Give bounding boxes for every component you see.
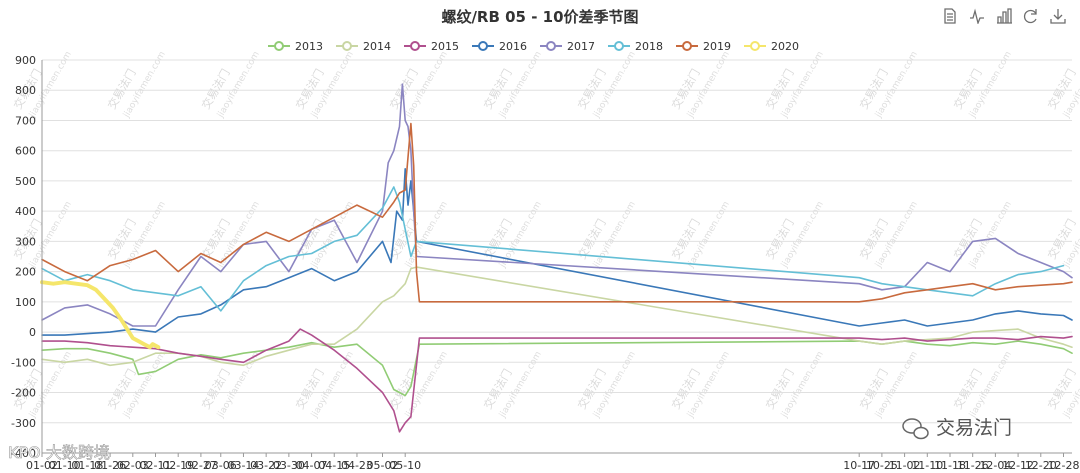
x-tick-label: 02-19 [162,459,194,472]
legend-item-2013[interactable]: 2013 [268,40,323,53]
x-axis: 01-0201-1001-1801-2602-0302-1102-1902-27… [26,452,1080,472]
refresh-icon[interactable] [1023,8,1039,24]
line-chart-icon[interactable] [969,8,985,24]
legend-label: 2020 [771,40,799,53]
legend-label: 2014 [363,40,391,53]
legend-item-2015[interactable]: 2015 [404,40,459,53]
x-tick-label: 05-02 [367,459,399,472]
series-line-2014 [41,266,1073,367]
chart-toolbox [942,8,1066,24]
y-tick-label: -200 [11,387,36,400]
legend[interactable]: 2013 2014 2015 2016 2017 2018 2019 2020 [268,40,799,53]
series-line-2018 [41,186,1065,312]
y-tick-label: -100 [11,356,36,369]
legend-marker-icon [546,41,556,51]
legend-item-2018[interactable]: 2018 [608,40,663,53]
x-tick-label: 12-20 [1025,459,1057,472]
x-tick-label: 12-28 [1048,459,1080,472]
x-tick-label: 02-11 [140,459,172,472]
x-tick-label: 04-15 [318,459,350,472]
x-tick-label: 11-26 [957,459,989,472]
grid-layer [42,59,1072,454]
x-tick-label: 10-25 [866,459,898,472]
chart-title: 螺纹/RB 05 - 10价差季节图 [441,8,638,26]
wechat-icon [902,418,929,440]
y-tick-label: 200 [15,266,36,279]
data-view-icon[interactable] [942,8,958,24]
x-tick-label: 12-04 [979,459,1011,472]
x-tick-label: 03-22 [250,459,282,472]
y-tick-label: 900 [15,54,36,67]
legend-label: 2017 [567,40,595,53]
y-tick-label: 700 [15,114,36,127]
y-tick-label: 0 [29,326,36,339]
x-tick-label: 05-10 [389,459,421,472]
y-tick-label: 600 [15,145,36,158]
y-tick-label: 100 [15,296,36,309]
y-tick-label: 800 [15,84,36,97]
legend-marker-icon [614,41,624,51]
series-layer [40,83,1073,433]
series-line-2013 [41,340,1073,397]
x-tick-label: 01-26 [94,459,126,472]
y-tick-label: 400 [15,205,36,218]
y-tick-label: 500 [15,175,36,188]
legend-label: 2013 [295,40,323,53]
legend-item-2020[interactable]: 2020 [744,40,799,53]
legend-label: 2016 [499,40,527,53]
y-axis: -400 -300 -200 -100 0 100 200 300 400 500 600 700 80… [11,54,43,460]
legend-marker-icon [750,41,760,51]
legend-marker-icon [342,41,352,51]
x-tick-label: 03-06 [205,459,237,472]
x-tick-label: 01-10 [49,459,81,472]
y-tick-label: -300 [11,417,36,430]
y-tick-label: 300 [15,235,36,248]
x-tick-label: 11-10 [911,459,943,472]
series-line-2016 [41,168,1073,336]
x-tick-label: 02-03 [117,459,149,472]
bar-chart-icon[interactable] [996,8,1012,24]
series-line-2019 [41,122,1073,303]
legend-item-2019[interactable]: 2019 [676,40,731,53]
legend-item-2016[interactable]: 2016 [472,40,527,53]
bottom-right-watermark: 交易法门 [936,417,1012,439]
series-line-2015 [41,328,1073,433]
x-tick-label: 12-12 [1002,459,1034,472]
legend-label: 2018 [635,40,663,53]
download-icon[interactable] [1050,8,1066,24]
x-tick-label: 04-23 [341,459,373,472]
legend-label: 2015 [431,40,459,53]
legend-marker-icon [274,41,284,51]
x-tick-label: 02-27 [185,459,217,472]
watermark-layer: 交易法门jiaoyifamen.com交易法门jiaoyifamen.com交易… [10,50,1080,420]
legend-marker-icon [478,41,488,51]
x-tick-label: 04-07 [296,459,328,472]
x-tick-label: 01-02 [26,459,58,472]
x-tick-label: 03-30 [273,459,305,472]
series-line-2020 [40,280,161,350]
legend-marker-icon [682,41,692,51]
x-tick-label: 03-14 [227,459,259,472]
bottom-left-watermark: KPO 大数跨境 [8,443,110,462]
legend-item-2017[interactable]: 2017 [540,40,595,53]
x-tick-label: 11-02 [889,459,921,472]
legend-marker-icon [410,41,420,51]
x-tick-label: 01-18 [71,459,103,472]
x-tick-label: 11-18 [934,459,966,472]
x-tick-label: 10-17 [843,459,875,472]
y-tick-label: -400 [11,447,36,460]
brand-watermarks: KPO 大数跨境 交易法门 [8,417,1012,462]
legend-label: 2019 [703,40,731,53]
legend-item-2014[interactable]: 2014 [336,40,391,53]
